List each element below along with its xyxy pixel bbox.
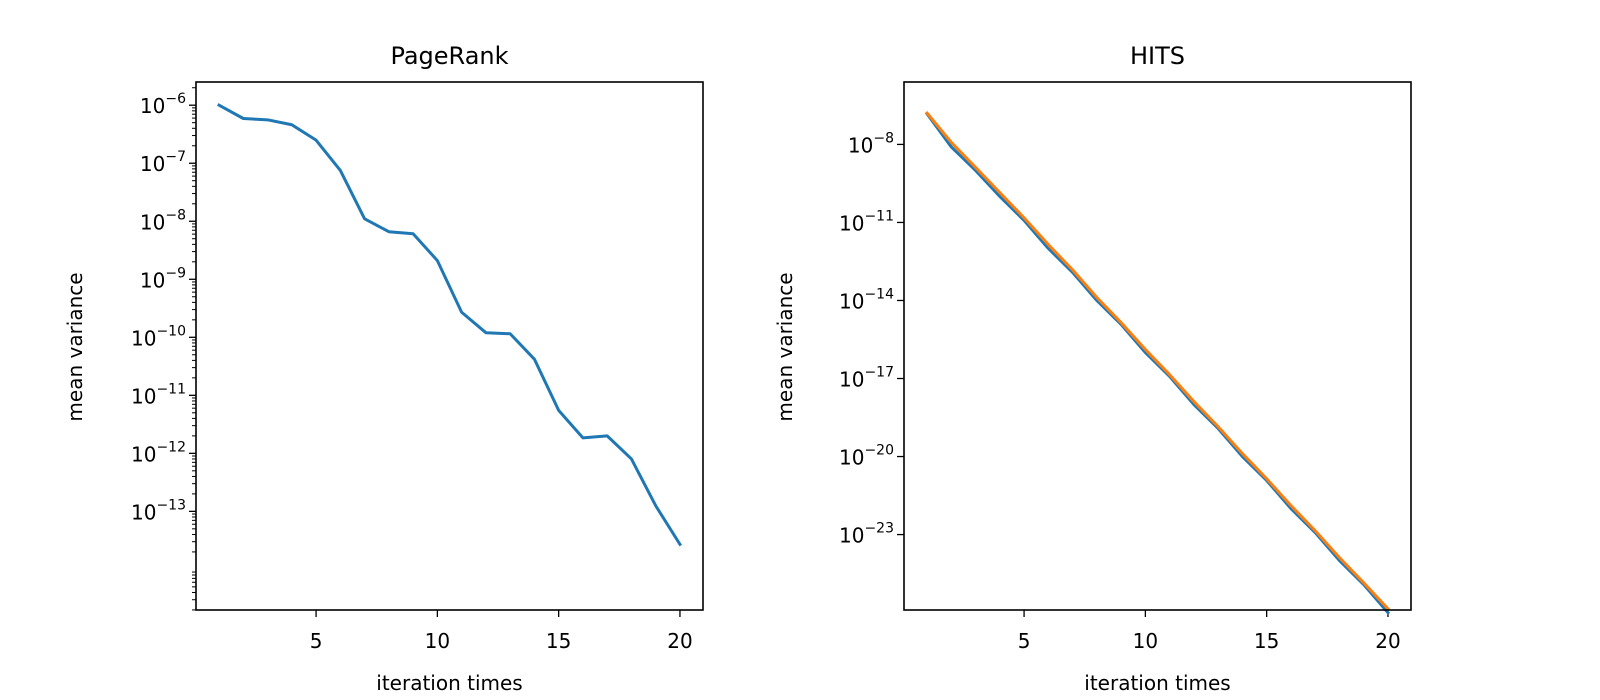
pagerank-y-tick-label: 10−9 [140, 265, 186, 292]
hits-panel: HITS iteration times mean variance 5 10 15… [773, 42, 1412, 695]
pagerank-y-tick-label: 10−13 [131, 497, 186, 524]
pagerank-y-ticks: 10−13 10−12 10−11 10−10 10−9 10−8 10−7 10−6 [131, 91, 196, 524]
hits-y-tick-label: 10−8 [848, 130, 894, 157]
hits-axes-frame [903, 81, 1412, 611]
pagerank-x-tick-label: 10 [425, 629, 450, 653]
hits-x-tick-label: 10 [1133, 629, 1158, 653]
pagerank-y-tick-label: 10−12 [131, 439, 186, 466]
pagerank-panel: PageRank iteration times mean variance 5… [63, 42, 704, 695]
hits-lines [924, 110, 1391, 615]
pagerank-y-tick-label: 10−8 [140, 207, 186, 234]
pagerank-series-line-1 [217, 103, 683, 547]
pagerank-y-tick-label: 10−6 [140, 91, 186, 118]
hits-y-tick-label: 10−14 [839, 286, 894, 313]
pagerank-lines [217, 103, 683, 547]
hits-y-ticks: 10−23 10−20 10−17 10−14 10−11 10−8 [839, 130, 904, 548]
hits-x-ticks: 5 10 15 20 [1018, 610, 1401, 653]
pagerank-y-tick-label: 10−7 [140, 149, 186, 176]
pagerank-ylabel: mean variance [63, 272, 87, 421]
pagerank-xlabel: iteration times [376, 671, 522, 695]
pagerank-y-tick-label: 10−11 [131, 381, 186, 408]
hits-y-tick-label: 10−20 [839, 443, 894, 470]
pagerank-x-tick-label: 20 [667, 629, 692, 653]
hits-y-tick-label: 10−17 [839, 365, 894, 392]
hits-x-tick-label: 5 [1018, 629, 1031, 653]
pagerank-x-tick-label: 5 [310, 629, 323, 653]
hits-xlabel: iteration times [1084, 671, 1230, 695]
hits-ylabel: mean variance [773, 272, 797, 421]
hits-y-tick-label: 10−23 [839, 521, 894, 548]
hits-series-line-2 [924, 110, 1391, 611]
hits-x-tick-label: 20 [1375, 629, 1400, 653]
pagerank-axes-frame [195, 81, 704, 611]
pagerank-x-ticks: 5 10 15 20 [310, 610, 693, 653]
hits-title: HITS [1130, 42, 1185, 70]
pagerank-title: PageRank [390, 42, 508, 70]
hits-x-tick-label: 15 [1254, 629, 1279, 653]
pagerank-y-tick-label: 10−10 [131, 323, 186, 350]
pagerank-x-tick-label: 15 [546, 629, 571, 653]
hits-y-tick-label: 10−11 [839, 208, 894, 235]
